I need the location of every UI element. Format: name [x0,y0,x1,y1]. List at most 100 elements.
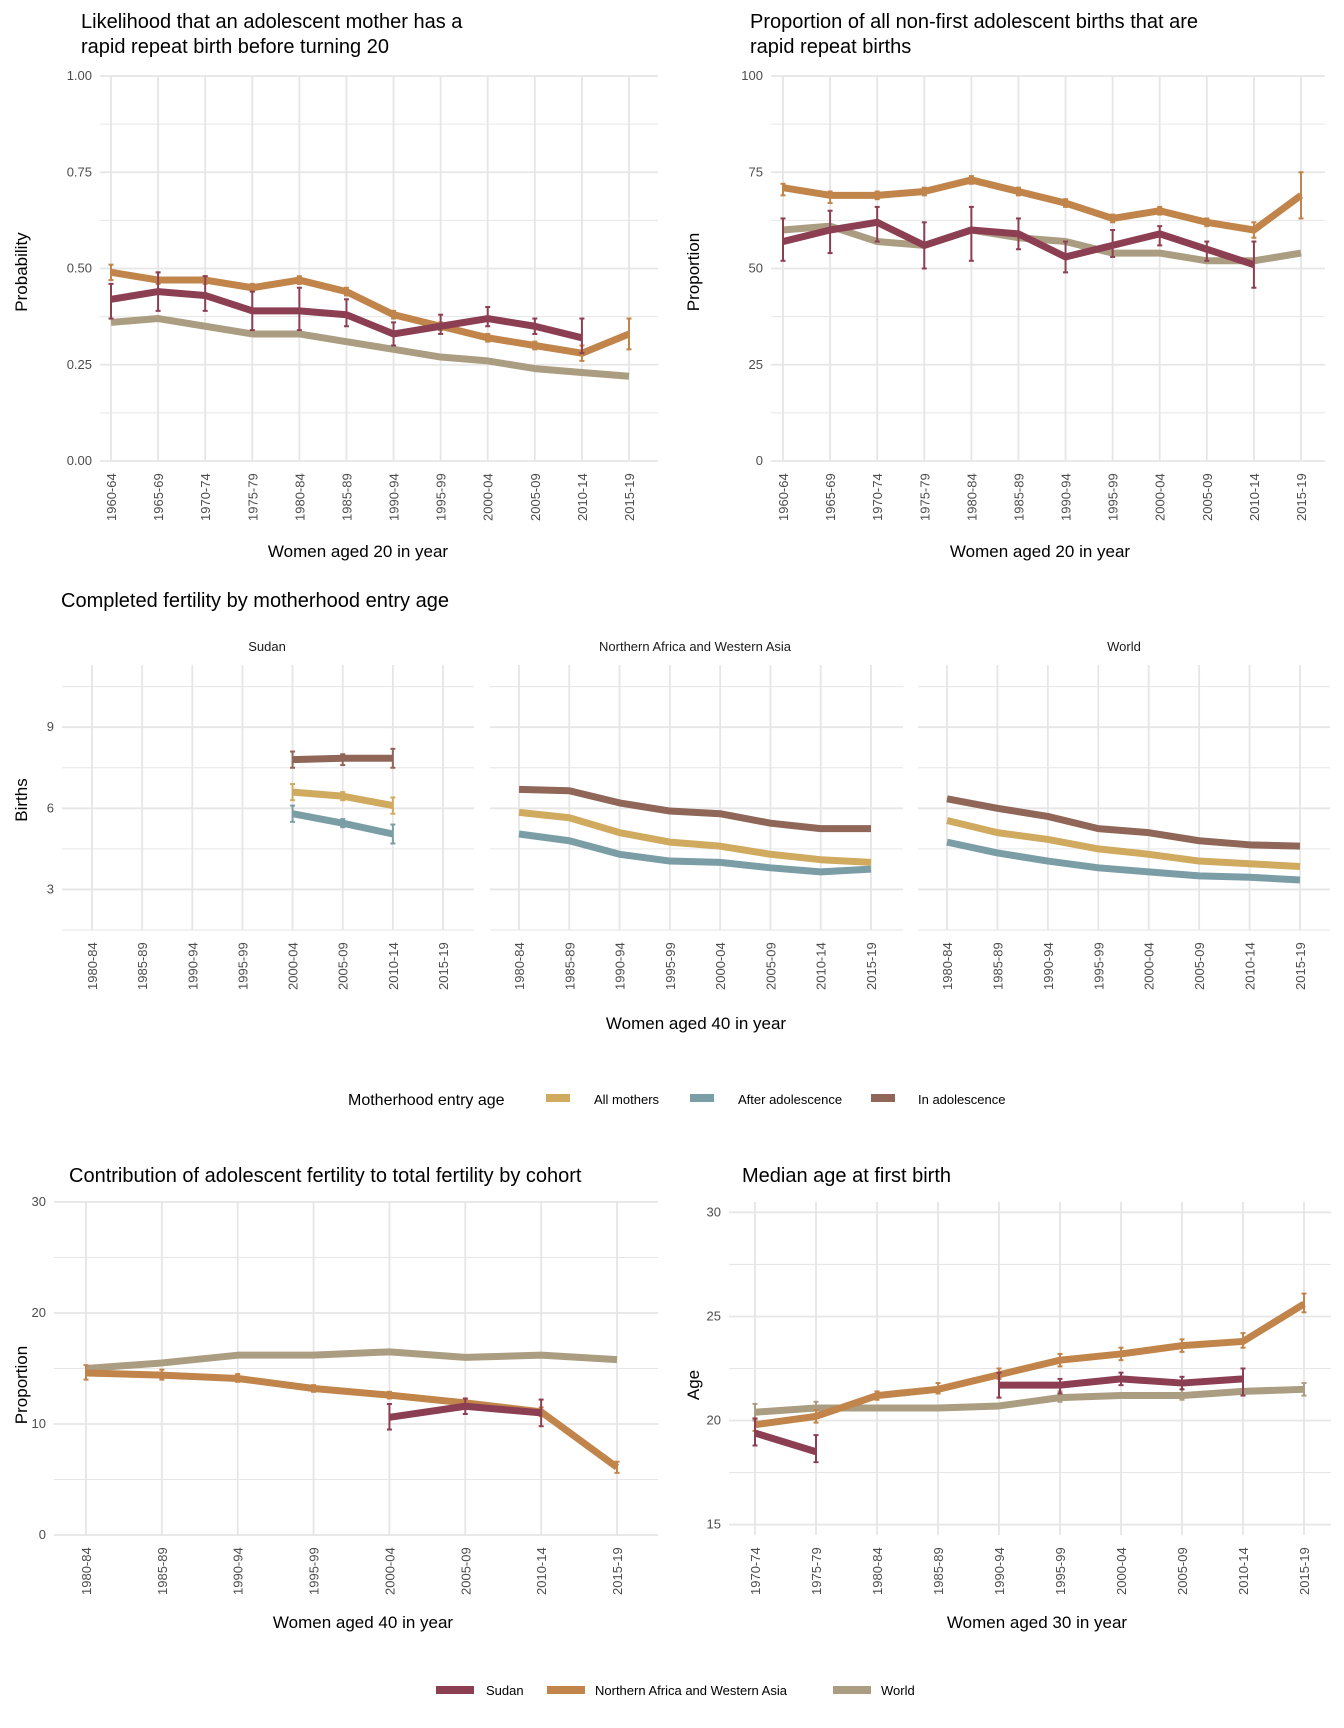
x-tick-label: 2005-09 [1192,942,1207,990]
x-tick-label: 1980-84 [964,473,979,521]
x-tick-label: 1995-99 [1106,473,1121,521]
x-tick-label: 1965-69 [151,473,166,521]
chart3-title: Completed fertility by motherhood entry … [61,590,449,612]
x-tick-label: 2000-04 [1142,942,1157,990]
x-tick-label: 2010-14 [534,1547,549,1595]
series-line-northern-africa-and-western-asia [110,268,631,357]
x-tick-label: 1980-84 [292,473,307,521]
facet-label-nawa: Northern Africa and Western Asia [599,639,792,654]
chart3-nawa-panel: 1980-84 1985-89 1990-94 1995-99 2000-04 2005-… [490,665,903,990]
chart5-title: Median age at first birth [742,1165,951,1187]
y-tick-label: 0 [39,1527,46,1542]
series-line-in-adolescence [518,785,871,833]
x-tick-label: 1970-74 [870,473,885,521]
legend-key-nawa [547,1686,585,1694]
x-tick-label: 1960-64 [776,473,791,521]
series-line-world [85,1348,618,1372]
facet-label-sudan: Sudan [248,639,286,654]
series-line-after-adolescence [946,838,1301,884]
x-tick-label: 1985-89 [990,942,1005,990]
x-tick-label: 2000-04 [382,1547,397,1595]
x-tick-label: 1990-94 [387,473,402,521]
y-tick-label: 30 [32,1194,46,1209]
y-tick-label: 20 [707,1413,721,1428]
chart2-title-line1: Proportion of all non-first adolescent b… [750,11,1198,33]
y-tick-label: 0.50 [67,261,92,276]
x-tick-label: 1975-79 [245,473,260,521]
y-tick-label: 30 [707,1204,721,1219]
x-tick-label: 1990-94 [231,1547,246,1595]
x-tick-label: 2005-09 [528,473,543,521]
legend-key-in-adolescence [871,1094,895,1102]
x-tick-label: 2010-14 [1236,1547,1251,1595]
series-line-after-adolescence [518,830,872,876]
x-tick-label: 2005-09 [1200,473,1215,521]
x-tick-label: 2005-09 [763,942,778,990]
x-tick-label: 1965-69 [823,473,838,521]
legend-key-world [833,1686,871,1694]
x-tick-label: 2015-19 [622,473,637,521]
x-tick-label: 1985-89 [1011,473,1026,521]
x-tick-label: 2005-09 [336,942,351,990]
y-tick-label: 10 [32,1416,46,1431]
chart2-title-line2: rapid repeat births [750,36,911,58]
chart1-xlabel: Women aged 20 in year [268,542,449,561]
chart3-sudan-panel: 1980-84 1985-89 1990-94 1995-99 2000-04 2005-… [47,665,474,990]
x-tick-label: 2005-09 [458,1547,473,1595]
x-tick-label: 1990-94 [1059,473,1074,521]
x-tick-label: 1985-89 [339,473,354,521]
x-tick-label: 2000-04 [1153,473,1168,521]
series-line-all-mothers [946,817,1301,870]
x-tick-label: 2010-14 [575,473,590,521]
y-tick-label: 25 [707,1308,721,1323]
x-tick-label: 2015-19 [1297,1547,1312,1595]
motherhood-legend: Motherhood entry age All mothers After a… [348,1092,1005,1109]
y-tick-label: 0 [756,453,763,468]
x-tick-label: 2015-19 [1293,942,1308,990]
chart1-panel: 1960-64 1965-69 1970-74 1975-79 1980-84 1985-… [67,68,658,521]
chart1-ylabel: Probability [12,232,31,312]
chart4-xlabel: Women aged 40 in year [273,1613,454,1632]
chart4-panel: 1980-84 1985-89 1990-94 1995-99 2000-04 2005-… [32,1194,658,1595]
y-tick-label: 75 [749,164,763,179]
x-tick-label: 1990-94 [185,942,200,990]
chart1-title-line2: rapid repeat birth before turning 20 [81,36,389,58]
x-tick-label: 2010-14 [814,942,829,990]
y-tick-label: 6 [47,800,54,815]
series-line-northern-africa-and-western-asia [85,1369,620,1471]
plot-layer: 1960-64 1965-69 1970-74 1975-79 1980-84 1985-… [32,68,1331,1595]
region-legend: Sudan Northern Africa and Western Asia W… [436,1683,915,1698]
series-line-world [110,315,630,380]
series-line-northern-africa-and-western-asia [782,176,1304,234]
x-tick-label: 1970-74 [198,473,213,521]
x-tick-label: 1990-94 [613,942,628,990]
y-tick-label: 100 [741,68,763,83]
x-tick-label: 2010-14 [1243,942,1258,990]
x-tick-label: 1970-74 [748,1547,763,1595]
chart4-title: Contribution of adolescent fertility to … [69,1165,582,1187]
x-tick-label: 2015-19 [610,1547,625,1595]
series-line-sudan [753,1429,818,1456]
legend-label-after-adolescence: After adolescence [738,1092,842,1107]
facet-label-world: World [1107,639,1141,654]
legend-label-sudan: Sudan [486,1683,524,1698]
y-tick-label: 0.00 [67,453,92,468]
x-tick-label: 1985-89 [562,942,577,990]
x-tick-label: 1995-99 [1053,1547,1068,1595]
x-tick-label: 1980-84 [512,942,527,990]
chart5-panel: 1970-74 1975-79 1980-84 1985-89 1990-94 1995-… [707,1202,1331,1595]
legend-label-nawa: Northern Africa and Western Asia [595,1683,788,1698]
chart2-ylabel: Proportion [684,233,703,311]
chart2-xlabel: Women aged 20 in year [950,542,1131,561]
y-tick-label: 50 [749,261,763,276]
x-tick-label: 1995-99 [307,1547,322,1595]
y-tick-label: 0.75 [67,164,92,179]
chart1-title-line1: Likelihood that an adolescent mother has… [81,11,463,33]
x-tick-label: 1995-99 [663,942,678,990]
legend-label-world: World [881,1683,915,1698]
x-tick-label: 1975-79 [809,1547,824,1595]
chart3-xlabel: Women aged 40 in year [606,1014,787,1033]
x-tick-label: 1985-89 [931,1547,946,1595]
x-tick-label: 1980-84 [79,1547,94,1595]
